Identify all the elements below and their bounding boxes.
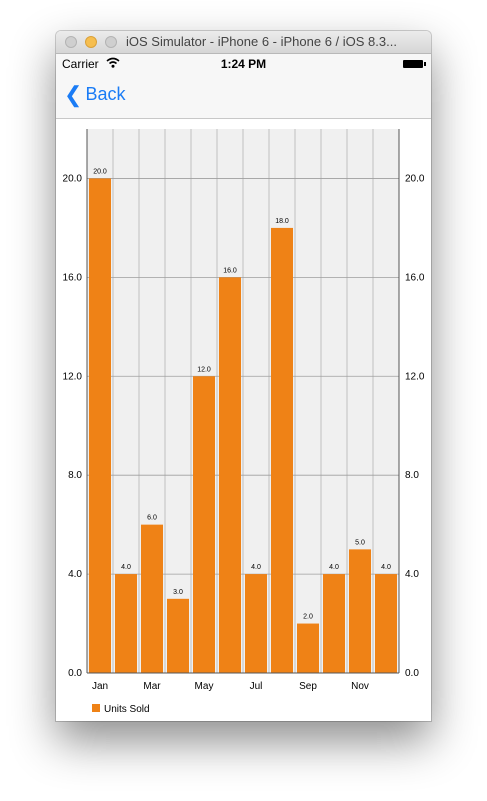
bar-value-label: 4.0 [251, 564, 261, 571]
x-axis-tick-label: Jan [92, 681, 108, 692]
x-axis-tick-label: May [195, 681, 214, 692]
x-axis-tick-label: Nov [351, 681, 369, 692]
bar-jul [245, 574, 267, 673]
bar-feb [115, 574, 137, 673]
bar-value-label: 4.0 [329, 564, 339, 571]
back-label: Back [85, 84, 126, 104]
simulator-window: iOS Simulator - iPhone 6 - iPhone 6 / iO… [56, 31, 431, 721]
chevron-left-icon: ❮ [64, 82, 83, 107]
bar-dec [375, 574, 397, 673]
bar-chart: 0.0 0.0 4.0 4.0 8.0 8.0 12.0 12.0 16.0 16.0 20.0 20… [63, 129, 425, 715]
wifi-icon [106, 57, 120, 71]
y-axis-left-tick-label: 16.0 [63, 272, 83, 283]
bar-sep [297, 623, 319, 673]
bar-value-label: 2.0 [303, 614, 313, 621]
bar-value-label: 4.0 [381, 564, 391, 571]
bar-value-label: 18.0 [275, 218, 289, 225]
close-window-button[interactable] [65, 36, 77, 48]
y-axis-right-tick-label: 12.0 [405, 371, 425, 382]
minimize-window-button[interactable] [85, 36, 97, 48]
battery-icon [403, 60, 426, 68]
legend-swatch [92, 704, 100, 712]
status-bar: Carrier 1:24 PM [56, 54, 431, 74]
x-axis-tick-label: Jul [250, 681, 263, 692]
x-axis-tick-label: Mar [143, 681, 161, 692]
y-axis-left-tick-label: 8.0 [68, 470, 82, 481]
y-axis-left-tick-label: 20.0 [63, 173, 83, 184]
bar-value-label: 5.0 [355, 539, 365, 546]
clock-label: 1:24 PM [220, 57, 267, 71]
bar-value-label: 3.0 [173, 589, 183, 596]
y-axis-left-tick-label: 12.0 [63, 371, 83, 382]
bar-may [193, 376, 215, 673]
bar-oct [323, 574, 345, 673]
window-titlebar: iOS Simulator - iPhone 6 - iPhone 6 / iO… [56, 31, 431, 54]
window-title: iOS Simulator - iPhone 6 - iPhone 6 / iO… [126, 34, 397, 49]
navigation-bar: ❮ Back [56, 74, 431, 119]
bar-apr [167, 598, 189, 673]
bar-value-label: 20.0 [93, 168, 107, 175]
legend-label: Units Sold [104, 704, 150, 715]
y-axis-right-tick-label: 8.0 [405, 470, 419, 481]
chart-container: 0.0 0.0 4.0 4.0 8.0 8.0 12.0 12.0 16.0 16.0 20.0 20… [56, 119, 431, 721]
bar-nov [349, 549, 371, 673]
y-axis-right-tick-label: 20.0 [405, 173, 425, 184]
bar-aug [271, 227, 293, 673]
back-button[interactable]: ❮ Back [64, 82, 125, 108]
bar-mar [141, 524, 163, 673]
bar-jan [89, 178, 111, 674]
x-axis-tick-label: Sep [299, 681, 317, 692]
bar-value-label: 4.0 [121, 564, 131, 571]
bar-jun [219, 277, 241, 673]
y-axis-left-tick-label: 0.0 [68, 668, 82, 679]
bar-value-label: 12.0 [197, 366, 211, 373]
bar-value-label: 6.0 [147, 515, 157, 522]
carrier-label: Carrier [62, 57, 99, 71]
bar-value-label: 16.0 [223, 267, 237, 274]
y-axis-left-tick-label: 4.0 [68, 569, 82, 580]
y-axis-right-tick-label: 0.0 [405, 668, 419, 679]
y-axis-right-tick-label: 4.0 [405, 569, 419, 580]
zoom-window-button[interactable] [105, 36, 117, 48]
y-axis-right-tick-label: 16.0 [405, 272, 425, 283]
